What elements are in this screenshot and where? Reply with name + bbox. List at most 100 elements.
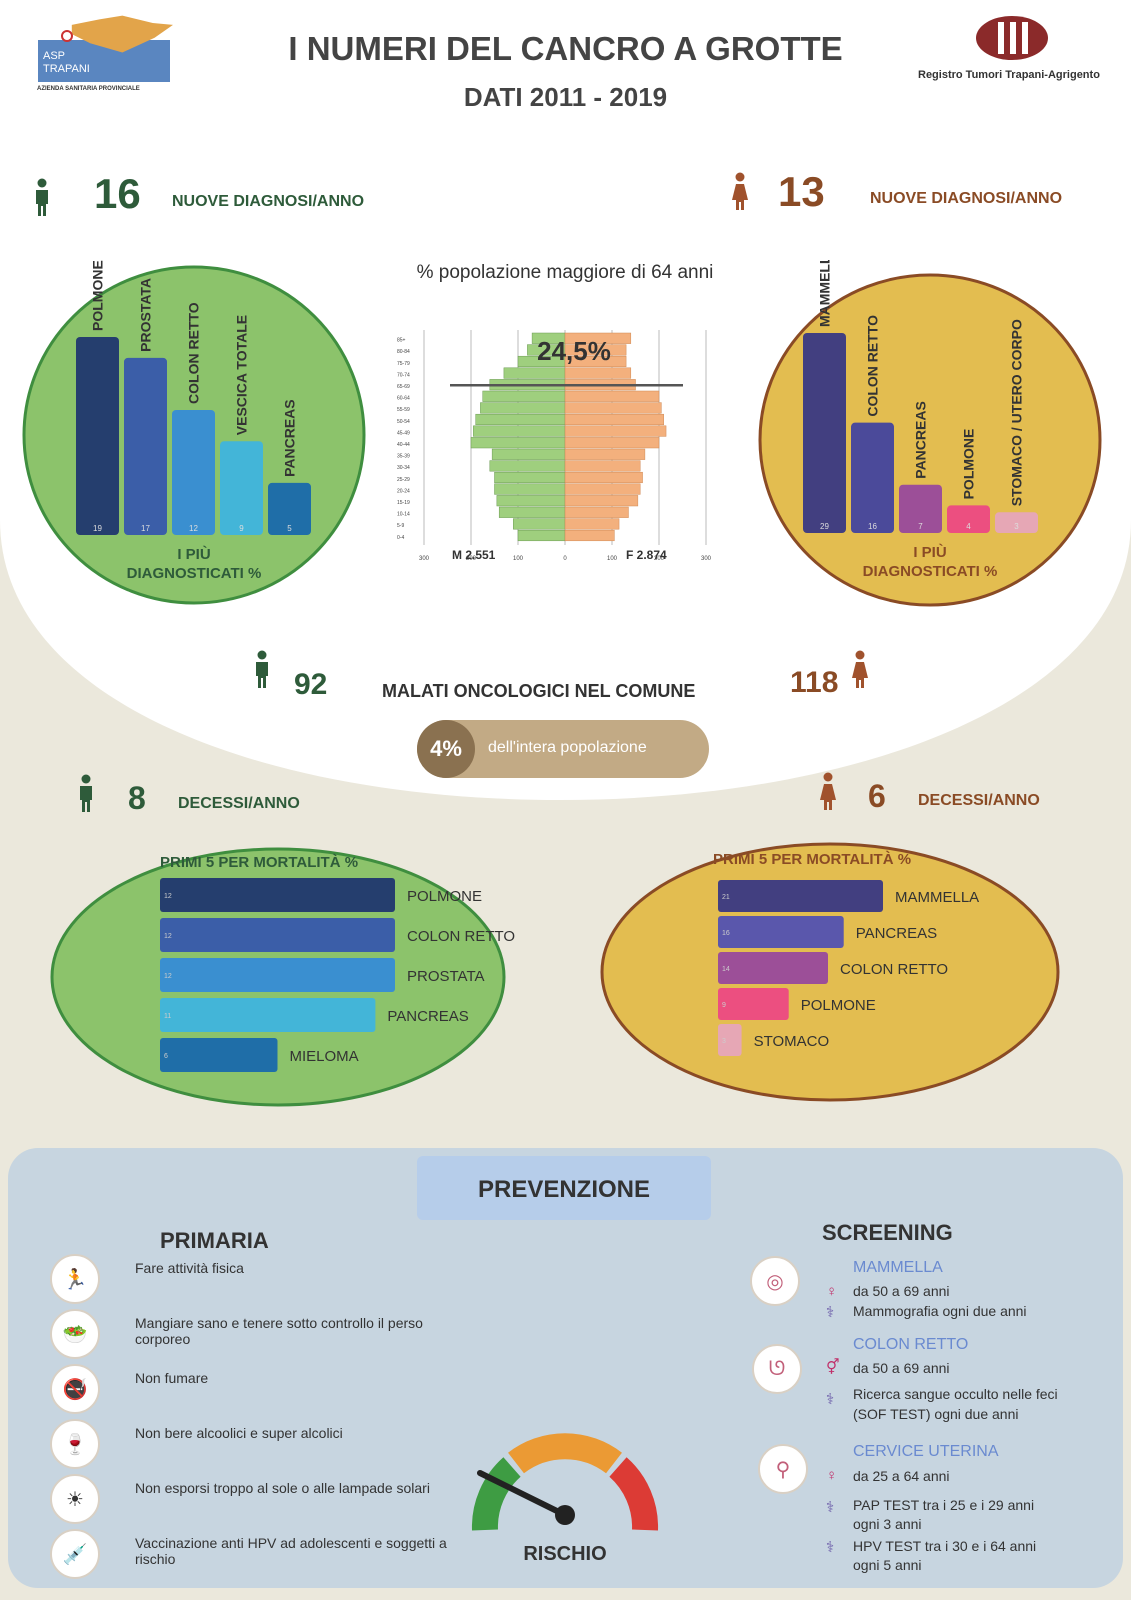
- bar-label-0: MAMMELLA: [895, 889, 979, 906]
- stethoscope-icon: ⚕: [826, 1539, 835, 1556]
- asp-logo-text: ASP TRAPANI: [43, 50, 90, 75]
- asp-logo: ASP TRAPANI AZIENDA SANITARIA PROVINCIAL…: [35, 12, 175, 97]
- pyramid-male-bar-3: [503, 367, 566, 379]
- bar-1: [851, 422, 894, 533]
- bar-value-4: 5: [287, 524, 292, 533]
- pyramid-male-bar-13: [494, 483, 566, 495]
- page-title: I NUMERI DEL CANCRO A GROTTE: [288, 30, 843, 67]
- primary-item-text: Vaccinazione anti HPV ad adolescenti e s…: [135, 1535, 447, 1567]
- bar-label-3: VESCICA TOTALE: [234, 315, 250, 435]
- primary-item-text: Non fumare: [135, 1370, 209, 1386]
- bar-4: [995, 512, 1038, 533]
- risk-gauge: [460, 1405, 670, 1545]
- bar-value-0: 19: [93, 524, 102, 533]
- pyramid-male-bar-5: [482, 390, 566, 402]
- bar-label-1: COLON RETTO: [407, 928, 515, 945]
- pyramid-female-bar-16: [564, 518, 620, 530]
- bar-2: [172, 409, 215, 535]
- primary-item-text: Non bere alcoolici e super alcolici: [135, 1425, 343, 1441]
- bar-label-3: POLMONE: [961, 429, 977, 500]
- male-diagnoses-count: 16: [94, 170, 141, 217]
- pyramid-male-bar-16: [513, 518, 566, 530]
- screening-cervix-hpv: HPV TEST tra i 30 e i 64 anni: [853, 1538, 1037, 1554]
- bar-value-2: 12: [164, 973, 172, 980]
- population-title: % popolazione maggiore di 64 anni: [416, 262, 714, 283]
- patients-label: MALATI ONCOLOGICI NEL COMUNE: [382, 681, 696, 701]
- bar-3: [220, 441, 263, 535]
- pyramid-male-bar-6: [480, 402, 566, 414]
- bar-label-0: POLMONE: [407, 888, 482, 905]
- primary-item: ☀ Non esporsi troppo al sole o alle lampa…: [50, 1474, 470, 1524]
- screening-colon-title: COLON RETTO: [853, 1336, 969, 1353]
- breast-icon: ◎: [750, 1256, 800, 1306]
- bar-label-3: POLMONE: [801, 997, 876, 1014]
- female-patients-count: 118: [790, 666, 839, 699]
- bar-label-2: PANCREAS: [913, 401, 929, 479]
- bar-label-3: PANCREAS: [387, 1008, 468, 1025]
- female-deaths-icon: [818, 772, 838, 812]
- age-label-4: 65-69: [397, 384, 410, 390]
- screening-breast-age: da 50 a 69 anni: [853, 1283, 950, 1299]
- age-label-9: 40-44: [397, 442, 410, 448]
- sun-icon: ☀: [50, 1474, 100, 1524]
- population-share-percent: 4%: [417, 720, 475, 778]
- bar-label-2: PROSTATA: [407, 968, 485, 985]
- population-share-label: dell'intera popolazione: [488, 739, 647, 756]
- pyramid-female-bar-13: [564, 483, 641, 495]
- screening-colon-age: da 50 a 69 anni: [853, 1360, 950, 1376]
- bar-label-4: PANCREAS: [282, 399, 298, 477]
- page-subtitle: DATI 2011 - 2019: [463, 82, 668, 112]
- bar-0: [803, 333, 846, 533]
- screening-cervix-pap: PAP TEST tra i 25 e i 29 anni: [853, 1497, 1035, 1513]
- primary-item: 🏃 Fare attività fisica: [50, 1254, 470, 1304]
- bar-3: [160, 998, 376, 1032]
- registry-logo: [960, 12, 1080, 67]
- female-symbol-icon: ♀: [826, 1283, 838, 1300]
- bar-0: [160, 878, 395, 912]
- screening-breast-test: Mammografia ogni due anni: [853, 1303, 1027, 1319]
- age-label-1: 80-84: [397, 349, 410, 355]
- age-label-11: 30-34: [397, 465, 410, 471]
- bar-value-4: 3: [1014, 522, 1019, 531]
- screening-cervix-hpv-2: ogni 5 anni: [853, 1557, 922, 1573]
- bar-value-2: 12: [189, 524, 198, 533]
- risk-gauge-needle: [477, 1470, 568, 1518]
- pyramid-female-bar-6: [564, 402, 662, 414]
- bar-0: [76, 337, 119, 535]
- primary-title: PRIMARIA: [160, 1228, 269, 1253]
- female-icon: [730, 172, 750, 212]
- x-tick-6: 300: [701, 556, 712, 562]
- bar-1: [718, 916, 844, 948]
- female-diagnoses-count: 13: [778, 168, 825, 215]
- primary-item-text: Non esporsi troppo al sole o alle lampad…: [135, 1480, 430, 1496]
- bar-0: [718, 880, 883, 912]
- pyramid-male-bar-15: [498, 506, 566, 518]
- prevention-title: PREVENZIONE: [477, 1176, 651, 1203]
- bar-value-0: 29: [820, 522, 829, 531]
- pyramid-male-bar-17: [517, 529, 566, 542]
- pyramid-male-bar-7: [475, 413, 566, 426]
- pyramid-female-bar-15: [564, 506, 629, 518]
- x-tick-3: 0: [563, 556, 567, 562]
- gender-symbol-icon: ⚥: [826, 1359, 840, 1376]
- vaccine-icon: 💉: [50, 1529, 100, 1579]
- bar-value-1: 17: [141, 524, 150, 533]
- bar-label-4: MIELOMA: [290, 1048, 359, 1065]
- prevention-panel: [8, 1148, 1123, 1588]
- screening-cervix-pap-2: ogni 3 anni: [853, 1516, 922, 1532]
- pyramid-female-bar-8: [564, 425, 667, 437]
- male-patients-icon: [252, 650, 272, 690]
- registry-caption: Registro Tumori Trapani-Agrigento: [918, 69, 1100, 81]
- stethoscope-icon: ⚕: [826, 1304, 835, 1321]
- age-label-17: 0-4: [397, 535, 404, 541]
- bar-value-3: 11: [164, 1013, 171, 1020]
- male-diagnosis-title-line1: I PIÙ: [177, 545, 210, 563]
- male-mortality-chart: PRIMI 5 PER MORTALITÀ % 12 POLMONE 12 COLON …: [50, 847, 515, 1107]
- male-diagnosis-title-line2: DIAGNOSTICATI %: [127, 565, 262, 582]
- uterus-icon: ⚲: [758, 1444, 808, 1494]
- prevention-title-box: [417, 1156, 711, 1220]
- age-label-8: 45-49: [397, 430, 410, 436]
- age-label-7: 50-54: [397, 419, 410, 425]
- bar-value-3: 9: [722, 1002, 726, 1009]
- pyramid-female-bar-10: [564, 448, 646, 460]
